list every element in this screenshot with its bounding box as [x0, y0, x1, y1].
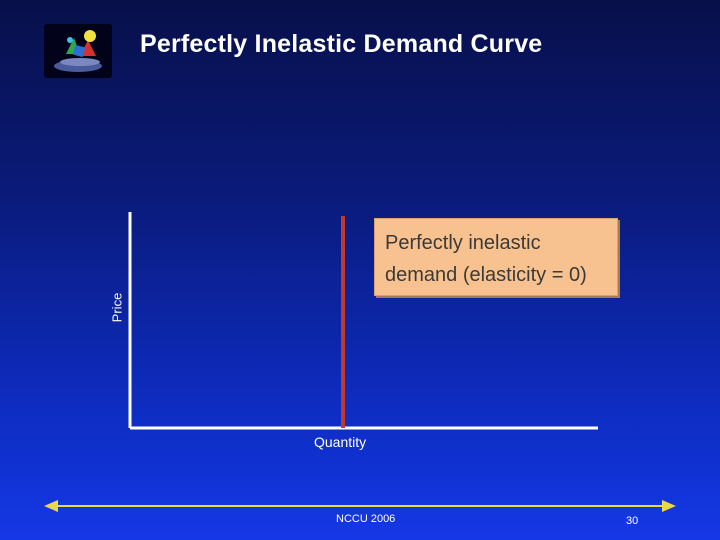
- footer-line: [44, 500, 676, 512]
- callout-line-2: demand (elasticity = 0): [385, 264, 587, 286]
- callout-box: Perfectly inelastic demand (elasticity =…: [374, 218, 618, 296]
- logo-graphic-icon: [54, 30, 102, 72]
- slide-title: Perfectly Inelastic Demand Curve: [140, 30, 543, 58]
- logo: [44, 24, 112, 78]
- right-arrow-icon: [662, 500, 676, 512]
- footer-text: NCCU 2006: [336, 513, 396, 525]
- x-axis-label: Quantity: [314, 434, 367, 450]
- y-axis-label: Price: [109, 292, 125, 323]
- page-number: 30: [626, 515, 639, 527]
- left-arrow-icon: [44, 500, 58, 512]
- callout-line-1: Perfectly inelastic: [385, 232, 541, 254]
